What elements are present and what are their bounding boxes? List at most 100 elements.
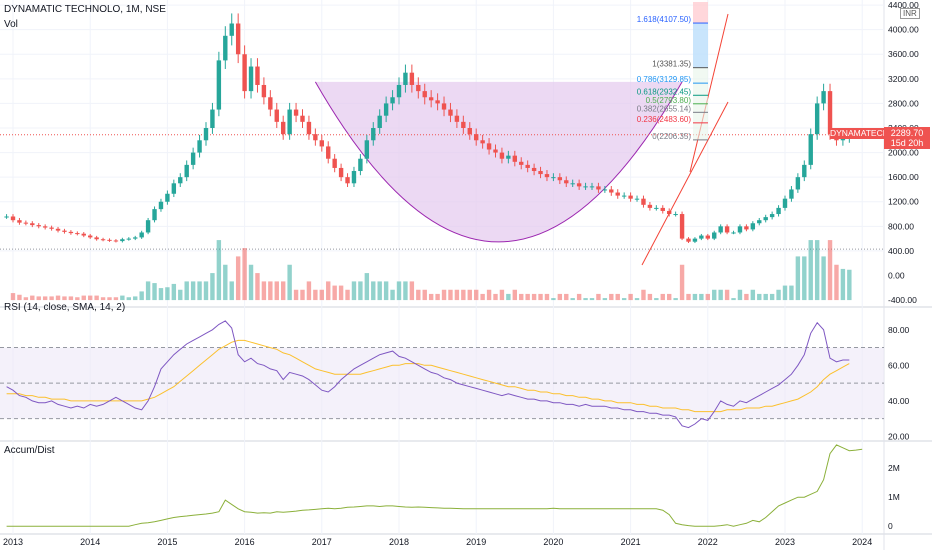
volume-bar xyxy=(235,256,241,301)
volume-bar xyxy=(667,293,672,301)
candle-body xyxy=(499,152,505,159)
volume-bar xyxy=(467,289,472,301)
candle-body xyxy=(486,143,492,150)
candle-body xyxy=(371,127,376,141)
volume-bar xyxy=(679,264,685,301)
volume-bar xyxy=(332,285,337,301)
candle-body xyxy=(583,186,588,188)
candle-body xyxy=(203,127,209,141)
price-tick-label: 2000.00 xyxy=(888,148,919,158)
price-tick-label: 4000.00 xyxy=(888,25,919,35)
candle-body xyxy=(55,228,61,231)
volume-bar xyxy=(480,293,485,301)
volume-bar xyxy=(81,295,86,301)
volume-bar xyxy=(23,297,29,301)
ad-tick-label: 0 xyxy=(888,521,893,531)
candle-body xyxy=(506,155,511,159)
x-tick-label: 2022 xyxy=(698,537,718,547)
volume-bar xyxy=(686,293,691,301)
x-tick-label: 2024 xyxy=(852,537,872,547)
candle-body xyxy=(338,167,344,178)
volume-bar xyxy=(557,293,563,301)
candle-body xyxy=(705,235,710,239)
rsi-tick-label: 80.00 xyxy=(888,325,910,335)
candle-body xyxy=(178,177,183,184)
candle-body xyxy=(281,121,286,135)
candle-body xyxy=(692,238,698,242)
volume-bar xyxy=(699,293,704,301)
candle-body xyxy=(769,214,775,218)
candle-body xyxy=(416,84,421,92)
ad-tick-label: 2M xyxy=(888,463,900,473)
x-tick-label: 2019 xyxy=(466,537,486,547)
volume-bar xyxy=(55,295,61,301)
chart-title: DYNAMATIC TECHNOLO, 1M, NSE xyxy=(4,4,166,15)
candle-body xyxy=(576,183,582,187)
candle-body xyxy=(712,232,717,239)
volume-bar xyxy=(486,289,492,301)
candle-body xyxy=(184,164,189,178)
candle-body xyxy=(152,209,157,221)
volume-bar xyxy=(448,289,453,301)
candle-body xyxy=(596,186,601,190)
price-tick-label: 1200.00 xyxy=(888,197,919,207)
volume-bar xyxy=(403,281,408,301)
volume-bar xyxy=(692,293,698,301)
volume-bar xyxy=(229,281,234,301)
price-tick-label: 1600.00 xyxy=(888,172,919,182)
x-tick-label: 2021 xyxy=(621,537,641,547)
candle-body xyxy=(197,140,202,153)
volume-bar xyxy=(531,293,537,301)
volume-bar xyxy=(461,289,466,301)
x-tick-label: 2018 xyxy=(389,537,409,547)
volume-bar xyxy=(171,283,177,301)
cup-pattern-fill xyxy=(315,81,683,242)
fib-level-label: 0.382(2655.14) xyxy=(637,104,692,113)
candle-body xyxy=(602,189,608,191)
volume-bar xyxy=(609,293,614,301)
volume-bar xyxy=(454,289,460,301)
volume-bar xyxy=(30,295,35,301)
volume-bar xyxy=(544,293,550,301)
volume-bar xyxy=(519,293,524,301)
volume-bar xyxy=(512,289,517,301)
candle-body xyxy=(827,91,833,135)
fib-level-label: 0.618(2932.45) xyxy=(637,87,692,96)
candle-body xyxy=(23,222,29,224)
volume-bar xyxy=(596,293,601,301)
candle-body xyxy=(802,164,807,178)
fib-level-label: 0.5(2793.80) xyxy=(646,96,692,105)
candle-body xyxy=(17,220,22,223)
candle-body xyxy=(287,109,292,135)
volume-bar xyxy=(36,296,41,301)
candle-body xyxy=(750,223,756,230)
fib-level-label: 1.618(4107.50) xyxy=(637,15,692,24)
candle-body xyxy=(724,226,730,233)
candle-body xyxy=(242,54,247,92)
candle-body xyxy=(435,100,440,104)
candle-body xyxy=(223,35,228,61)
candle-body xyxy=(68,231,74,234)
ad-tick-label: 1M xyxy=(888,492,900,502)
volume-bar xyxy=(589,298,595,301)
volume-bar xyxy=(827,240,833,301)
volume-bar xyxy=(602,298,608,301)
volume-bar xyxy=(428,293,434,301)
candle-body xyxy=(409,72,415,85)
volume-bar xyxy=(396,281,402,301)
volume-bar xyxy=(293,289,299,301)
volume-bar xyxy=(62,296,67,301)
volume-bar xyxy=(178,289,183,301)
volume-bar xyxy=(300,289,305,301)
volume-bar xyxy=(268,281,273,301)
x-tick-label: 2014 xyxy=(80,537,100,547)
candle-body xyxy=(216,60,222,110)
volume-bar xyxy=(313,289,318,301)
currency-badge[interactable]: INR xyxy=(900,8,920,19)
volume-bar xyxy=(634,298,640,301)
price-tick-label: 800.00 xyxy=(888,221,914,231)
volume-bar xyxy=(248,264,254,301)
price-value: 2289.70 xyxy=(890,128,924,138)
rsi-tick-label: 20.00 xyxy=(888,431,910,441)
